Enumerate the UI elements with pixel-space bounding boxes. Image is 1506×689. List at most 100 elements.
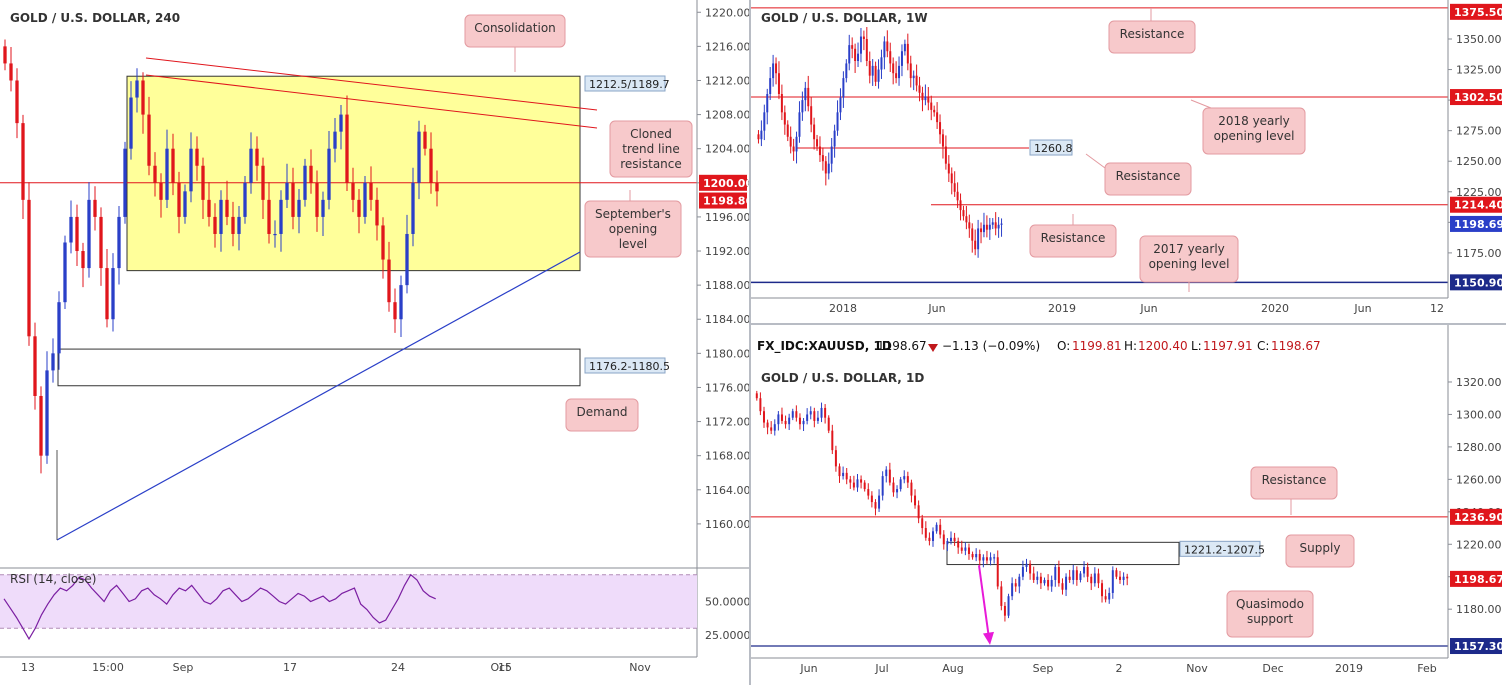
x-tick-label: Jun <box>1353 302 1371 315</box>
price-tag <box>1450 508 1502 525</box>
candle-body <box>833 130 836 147</box>
low-value: 1197.91 <box>1203 339 1253 353</box>
candle-body <box>1115 570 1118 577</box>
candle-body <box>997 224 1000 229</box>
candle-body <box>273 233 277 236</box>
candle-body <box>435 182 439 192</box>
price-tag <box>1450 196 1502 213</box>
candle-body <box>791 411 794 418</box>
candle-body <box>1018 576 1021 587</box>
candle-body <box>921 518 924 529</box>
candle-body <box>351 182 355 200</box>
candle-body <box>816 139 819 147</box>
y-tick-label: 1180.00 <box>705 347 749 360</box>
candle-body <box>770 427 773 431</box>
candle-body <box>393 302 397 320</box>
w1-chart-panel[interactable]: 1175.001200.001225.001250.001275.001300.… <box>751 0 1506 323</box>
candle-body <box>141 80 145 115</box>
cloned-trendline-callout-box <box>609 120 693 178</box>
candle-body <box>225 199 229 217</box>
move-arrow-icon <box>983 631 994 645</box>
candle-body <box>801 100 804 113</box>
candle-body <box>381 225 385 260</box>
candle-body <box>915 75 918 86</box>
candle-body <box>898 65 901 79</box>
x-tick-label: Sep <box>173 661 194 674</box>
d1-chart-panel[interactable]: FX_IDC:XAUUSD, 1D 1198.67 −1.13 (−0.09%) O:… <box>751 325 1506 685</box>
candle-body <box>1014 583 1017 587</box>
candle-body <box>87 199 91 269</box>
demand-callout-text: Demand <box>577 405 628 419</box>
candle-body <box>1032 573 1035 580</box>
candle-body <box>1104 596 1107 600</box>
down-arrow-icon <box>928 344 938 352</box>
quasimodo-callout-text: support <box>1247 612 1293 626</box>
candle-body <box>757 134 760 140</box>
y-tick-label: 1212.00 <box>705 74 749 87</box>
candle-body <box>860 479 863 483</box>
low-label: L: <box>1191 339 1202 353</box>
x-tick-label: Jun <box>799 662 817 675</box>
y-tick-label: 1196.00 <box>705 211 749 224</box>
candle-body <box>946 541 949 545</box>
candle-body <box>3 46 7 64</box>
candle-body <box>387 259 391 303</box>
candle-body <box>153 165 157 183</box>
h4-chart[interactable]: 1160.00 1164.00 1168.00 1172.00 1176.00 1180.… <box>0 0 753 685</box>
candle-body <box>183 191 187 217</box>
candle-body <box>936 112 939 123</box>
y-tick-label: 1204.00 <box>705 143 749 156</box>
candle-body <box>967 547 970 555</box>
chart-title: GOLD / U.S. DOLLAR, 1D <box>761 371 924 385</box>
candle-body <box>93 199 97 217</box>
candle-body <box>947 163 950 174</box>
price-tag <box>1450 89 1502 106</box>
candle-body <box>399 285 403 320</box>
price-tag <box>1450 274 1502 291</box>
candle-body <box>806 414 809 421</box>
candle-body <box>932 531 935 542</box>
y-tick-label: 1172.00 <box>705 416 749 429</box>
candle-body <box>906 43 909 64</box>
candle-body <box>165 148 169 200</box>
candle-body <box>1108 592 1111 600</box>
cloned-trendline-callout-text: resistance <box>620 157 682 171</box>
yearly-open-2018-callout-text: 2018 yearly <box>1218 114 1290 128</box>
x-tick-label: 24 <box>391 661 405 674</box>
candle-body <box>838 466 841 477</box>
candle-body <box>874 502 877 509</box>
candle-body <box>989 557 992 561</box>
supply-tag-box <box>1179 540 1261 557</box>
candle-body <box>863 482 866 490</box>
w1-chart[interactable]: 1175.001200.001225.001250.001275.001300.… <box>751 0 1506 323</box>
y-tick-label: 1275.00 <box>1456 125 1502 138</box>
open-value: 1199.81 <box>1072 339 1122 353</box>
candle-body <box>780 414 783 421</box>
price-tag-label: 1214.40 <box>1454 199 1504 212</box>
price-tag <box>1450 638 1502 655</box>
candle-body <box>267 199 271 234</box>
candle-body <box>818 146 821 156</box>
candle-body <box>339 114 343 132</box>
candle-body <box>994 222 997 229</box>
candle-body <box>857 53 860 61</box>
price-tag-label: 1157.30 <box>1454 640 1504 653</box>
candle-body <box>135 80 139 98</box>
candle-body <box>1119 576 1122 580</box>
candle-body <box>755 393 758 399</box>
candle-body <box>786 124 789 137</box>
candle-body <box>261 165 265 200</box>
x-tick-label: Nov <box>629 661 651 674</box>
candle-body <box>411 182 415 234</box>
candle-body <box>69 216 73 243</box>
h4-chart-panel[interactable]: 1160.00 1164.00 1168.00 1172.00 1176.00 1180.… <box>0 0 753 685</box>
candle-body <box>865 39 868 61</box>
y-tick-label: 1260.00 <box>1456 473 1502 486</box>
price-tag-label: 1150.90 <box>1454 276 1504 289</box>
candle-body <box>944 146 947 164</box>
candle-body <box>874 65 877 82</box>
candle-body <box>57 302 61 354</box>
candle-body <box>1065 576 1068 590</box>
candle-body <box>949 537 952 542</box>
